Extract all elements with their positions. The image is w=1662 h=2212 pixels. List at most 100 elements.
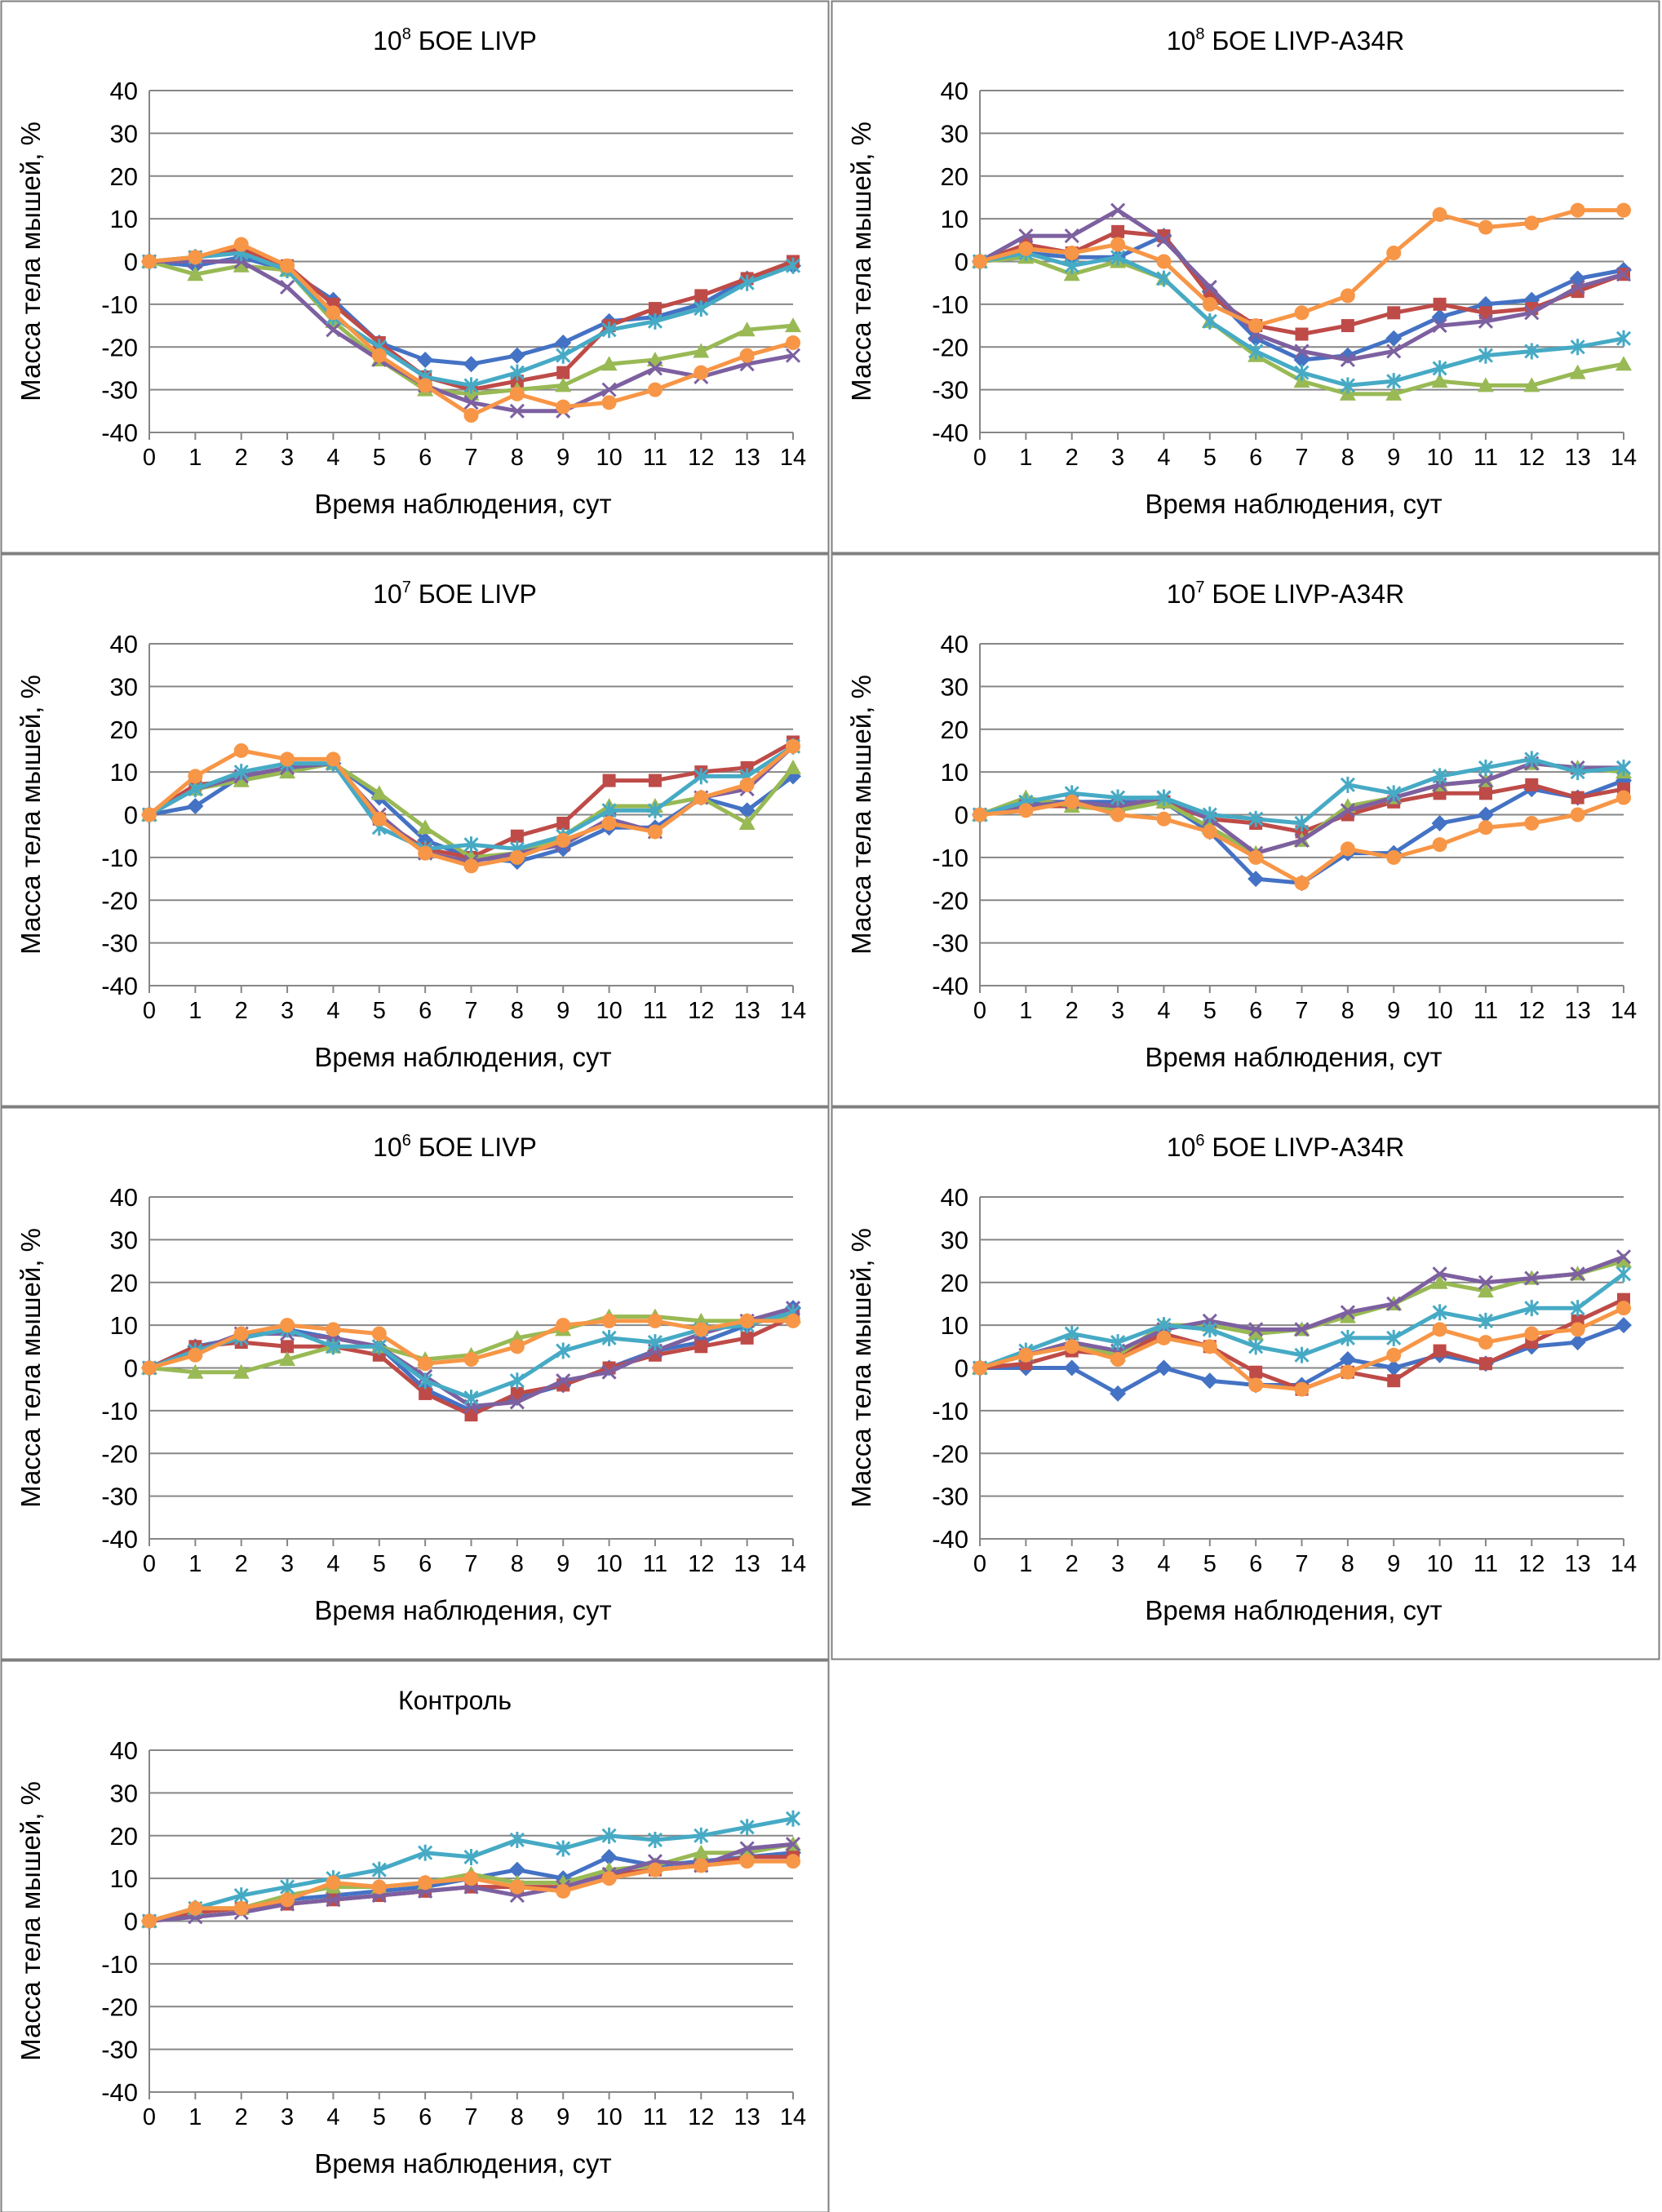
- x-axis-title: Время наблюдения, сут: [1145, 1042, 1442, 1072]
- panel-frame: [0, 1660, 830, 2212]
- data-point: [280, 1892, 295, 1908]
- data-point: [785, 317, 801, 333]
- x-tick-label: 7: [464, 998, 477, 1024]
- data-point: [648, 302, 662, 316]
- series-6: [142, 738, 800, 874]
- y-axis-title: Масса тела мышей, %: [16, 675, 46, 955]
- x-tick-label: 11: [643, 1551, 667, 1577]
- x-tick-label: 0: [143, 1551, 156, 1577]
- series-6: [142, 237, 800, 423]
- y-tick-label: 20: [110, 1269, 138, 1297]
- y-tick-label: -20: [932, 886, 968, 915]
- data-point: [1386, 785, 1402, 802]
- data-point: [509, 1372, 525, 1390]
- x-tick-label: 0: [973, 1551, 986, 1577]
- data-point: [417, 351, 434, 368]
- series-6: [973, 202, 1631, 334]
- x-tick-label: 10: [596, 998, 622, 1024]
- y-tick-label: -30: [932, 1483, 968, 1511]
- x-tick-label: 9: [556, 998, 570, 1024]
- series-6: [142, 1313, 800, 1376]
- data-point: [326, 1322, 341, 1337]
- data-point: [601, 1329, 617, 1346]
- data-point: [233, 764, 249, 781]
- data-point: [739, 777, 755, 792]
- data-point: [647, 313, 663, 330]
- data-point: [1294, 1322, 1310, 1337]
- x-tick-label: 4: [326, 1551, 339, 1577]
- y-tick-label: 10: [110, 1311, 138, 1340]
- x-tick-label: 4: [326, 998, 339, 1024]
- data-point: [1110, 789, 1126, 806]
- data-point: [694, 365, 709, 380]
- data-point: [1202, 1339, 1217, 1354]
- data-point: [1478, 1274, 1493, 1290]
- data-point: [370, 785, 388, 800]
- data-point: [509, 386, 525, 401]
- data-point: [1570, 1266, 1585, 1282]
- data-point: [694, 289, 708, 303]
- data-point: [1111, 224, 1125, 238]
- y-tick-label: 10: [110, 758, 138, 787]
- data-point: [142, 254, 157, 269]
- data-point: [1385, 330, 1403, 347]
- data-point: [1386, 344, 1402, 359]
- data-point: [739, 348, 755, 363]
- y-tick-label: 40: [941, 77, 968, 105]
- x-tick-label: 7: [1295, 1551, 1308, 1577]
- data-point: [463, 356, 480, 373]
- data-point: [1525, 778, 1539, 791]
- data-point: [418, 1356, 433, 1372]
- data-point: [279, 1351, 296, 1367]
- data-point: [1202, 313, 1217, 330]
- data-point: [647, 1313, 663, 1328]
- x-tick-label: 3: [281, 2104, 294, 2130]
- data-point: [693, 1844, 710, 1860]
- x-tick-label: 1: [1019, 445, 1032, 471]
- series-6: [142, 1854, 800, 1929]
- x-tick-label: 10: [1426, 445, 1452, 471]
- data-point: [1570, 279, 1585, 295]
- data-point: [1433, 297, 1447, 311]
- data-point: [418, 1372, 433, 1390]
- data-point: [693, 343, 710, 358]
- data-point: [1615, 1252, 1632, 1268]
- data-point: [739, 1313, 755, 1328]
- data-point: [1570, 1300, 1585, 1317]
- data-point: [1524, 215, 1540, 231]
- y-tick-label: 10: [941, 205, 968, 233]
- data-point: [648, 774, 662, 787]
- data-point: [326, 1875, 341, 1891]
- data-point: [1387, 306, 1401, 320]
- x-tick-label: 2: [1066, 445, 1079, 471]
- data-point: [1294, 1381, 1310, 1397]
- y-tick-label: 20: [110, 1822, 138, 1851]
- y-tick-label: -10: [932, 290, 968, 319]
- data-point: [509, 364, 525, 381]
- y-tick-label: -40: [101, 972, 138, 1000]
- x-tick-label: 4: [326, 2104, 339, 2130]
- x-tick-label: 13: [734, 445, 760, 471]
- y-tick-label: -20: [101, 1993, 138, 2021]
- data-point: [973, 807, 987, 822]
- data-point: [188, 1900, 203, 1916]
- x-axis-title: Время наблюдения, сут: [314, 1042, 611, 1072]
- y-tick-label: 40: [941, 1183, 968, 1212]
- data-point: [1202, 296, 1217, 312]
- data-point: [1110, 1385, 1127, 1402]
- data-point: [1064, 1325, 1079, 1342]
- x-tick-label: 6: [419, 1551, 432, 1577]
- data-point: [280, 751, 295, 767]
- x-tick-label: 14: [780, 998, 806, 1024]
- panel-frame: [831, 0, 1660, 554]
- y-tick-label: -10: [101, 844, 138, 872]
- x-tick-label: 12: [1518, 1551, 1545, 1577]
- x-tick-label: 10: [596, 2104, 622, 2130]
- data-point: [1063, 1359, 1080, 1376]
- y-tick-label: -30: [101, 929, 138, 958]
- data-point: [1294, 364, 1310, 381]
- data-point: [464, 1408, 478, 1422]
- x-tick-label: 10: [1426, 1551, 1452, 1577]
- data-point: [647, 1831, 663, 1848]
- x-tick-label: 8: [511, 445, 524, 471]
